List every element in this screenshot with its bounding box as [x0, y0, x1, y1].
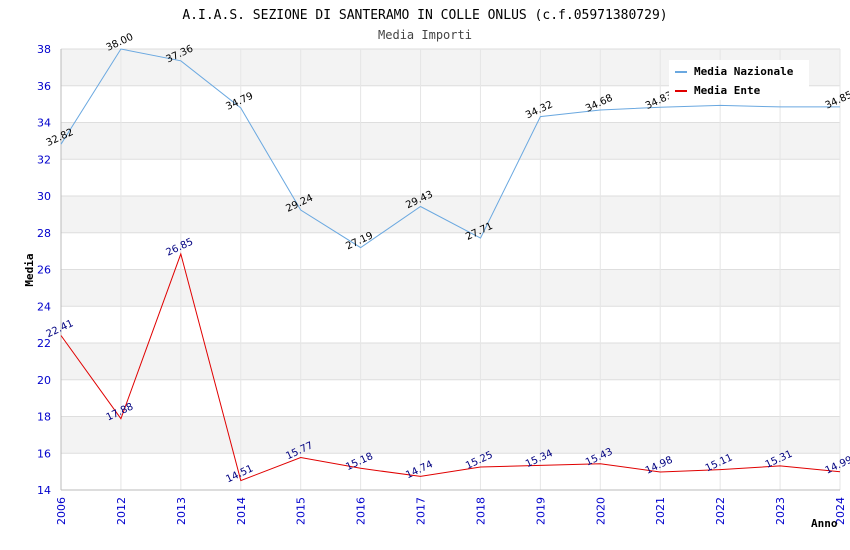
- data-label: 22.41: [45, 318, 76, 340]
- y-tick-label: 26: [37, 264, 51, 277]
- x-axis-label: Anno: [811, 517, 838, 530]
- y-tick-label: 32: [37, 153, 51, 166]
- series-lines: [60, 48, 841, 482]
- y-tick-label: 16: [37, 447, 51, 460]
- x-tick-label: 2019: [534, 497, 547, 525]
- series-line-1: [60, 48, 840, 249]
- y-tick-label: 20: [37, 374, 51, 387]
- x-tick-label: 2017: [415, 497, 428, 525]
- x-tick-label: 2018: [474, 497, 487, 525]
- y-tick-label: 38: [37, 43, 51, 56]
- data-label: 14.99: [824, 455, 850, 477]
- x-tick-label: 2020: [594, 497, 607, 525]
- x-tick-label: 2013: [175, 497, 188, 525]
- y-tick-label: 36: [37, 80, 51, 93]
- grid-band: [61, 416, 840, 454]
- chart-title: A.I.A.S. SEZIONE DI SANTERAMO IN COLLE O…: [182, 8, 667, 23]
- grid-band: [61, 122, 840, 160]
- data-label: 34.68: [584, 93, 615, 115]
- y-tick-label: 30: [37, 190, 51, 203]
- y-tick-label: 14: [37, 484, 51, 497]
- series-line-2: [60, 252, 841, 482]
- axes: [60, 49, 840, 491]
- y-tick-label: 28: [37, 227, 51, 240]
- x-tick-label: 2006: [55, 497, 68, 525]
- grid-band: [61, 343, 840, 380]
- x-tick-label: 2012: [115, 497, 128, 525]
- x-tick-label: 2021: [654, 497, 667, 525]
- grid-band: [61, 196, 840, 233]
- y-tick-label: 22: [37, 337, 51, 350]
- legend-label-series-1: Media Nazionale: [694, 65, 794, 78]
- x-tick-label: 2016: [355, 497, 368, 525]
- x-tick-labels: 2006 2012 2013 2014 2015 2016 2017 2018 2019 2020…: [55, 497, 847, 525]
- data-label: 14.74: [404, 459, 435, 481]
- legend-box: [669, 60, 809, 100]
- x-tick-label: 2023: [774, 497, 787, 525]
- grid-lines: [60, 48, 841, 491]
- y-tick-label: 34: [37, 117, 51, 130]
- y-tick-labels: 14 16 18 20 22 24 26 28 30 32 34 36 38: [37, 43, 51, 497]
- y-axis-label: Media: [23, 253, 36, 286]
- data-label: 27.19: [344, 230, 375, 252]
- data-label: 14.98: [644, 455, 675, 477]
- x-tick-label: 2015: [295, 497, 308, 525]
- data-label: 14.51: [224, 463, 255, 485]
- data-label: 15.11: [704, 452, 735, 474]
- legend: Media Nazionale Media Ente: [669, 60, 809, 100]
- y-tick-label: 24: [37, 300, 51, 313]
- x-tick-label: 2022: [714, 497, 727, 525]
- y-tick-label: 18: [37, 411, 51, 424]
- data-label: 34.85: [824, 90, 850, 112]
- x-tick-label: 2014: [235, 497, 248, 525]
- grid-band: [61, 269, 840, 307]
- legend-label-series-2: Media Ente: [694, 84, 761, 97]
- x-tick-label: 2024: [834, 497, 847, 525]
- chart-subtitle: Media Importi: [378, 28, 472, 42]
- data-label: 34.79: [224, 91, 255, 113]
